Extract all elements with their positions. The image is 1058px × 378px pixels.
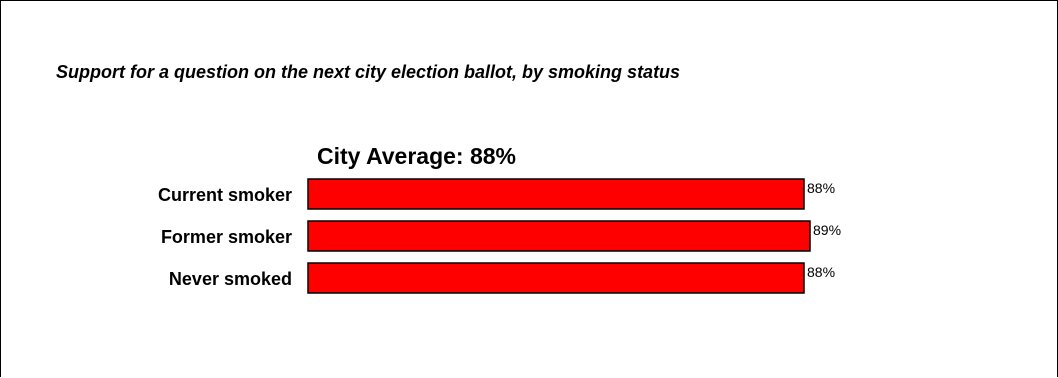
bar	[307, 220, 811, 252]
bar	[307, 262, 805, 294]
bar	[307, 178, 805, 210]
value-label: 89%	[813, 222, 841, 238]
chart-subtitle: Support for a question on the next city …	[56, 62, 681, 82]
value-label: 88%	[807, 264, 835, 280]
category-label: Former smoker	[161, 227, 292, 247]
category-label: Never smoked	[169, 269, 292, 289]
value-label: 88%	[807, 180, 835, 196]
chart-title: City Average: 88%	[317, 143, 516, 169]
category-label: Current smoker	[158, 185, 292, 205]
